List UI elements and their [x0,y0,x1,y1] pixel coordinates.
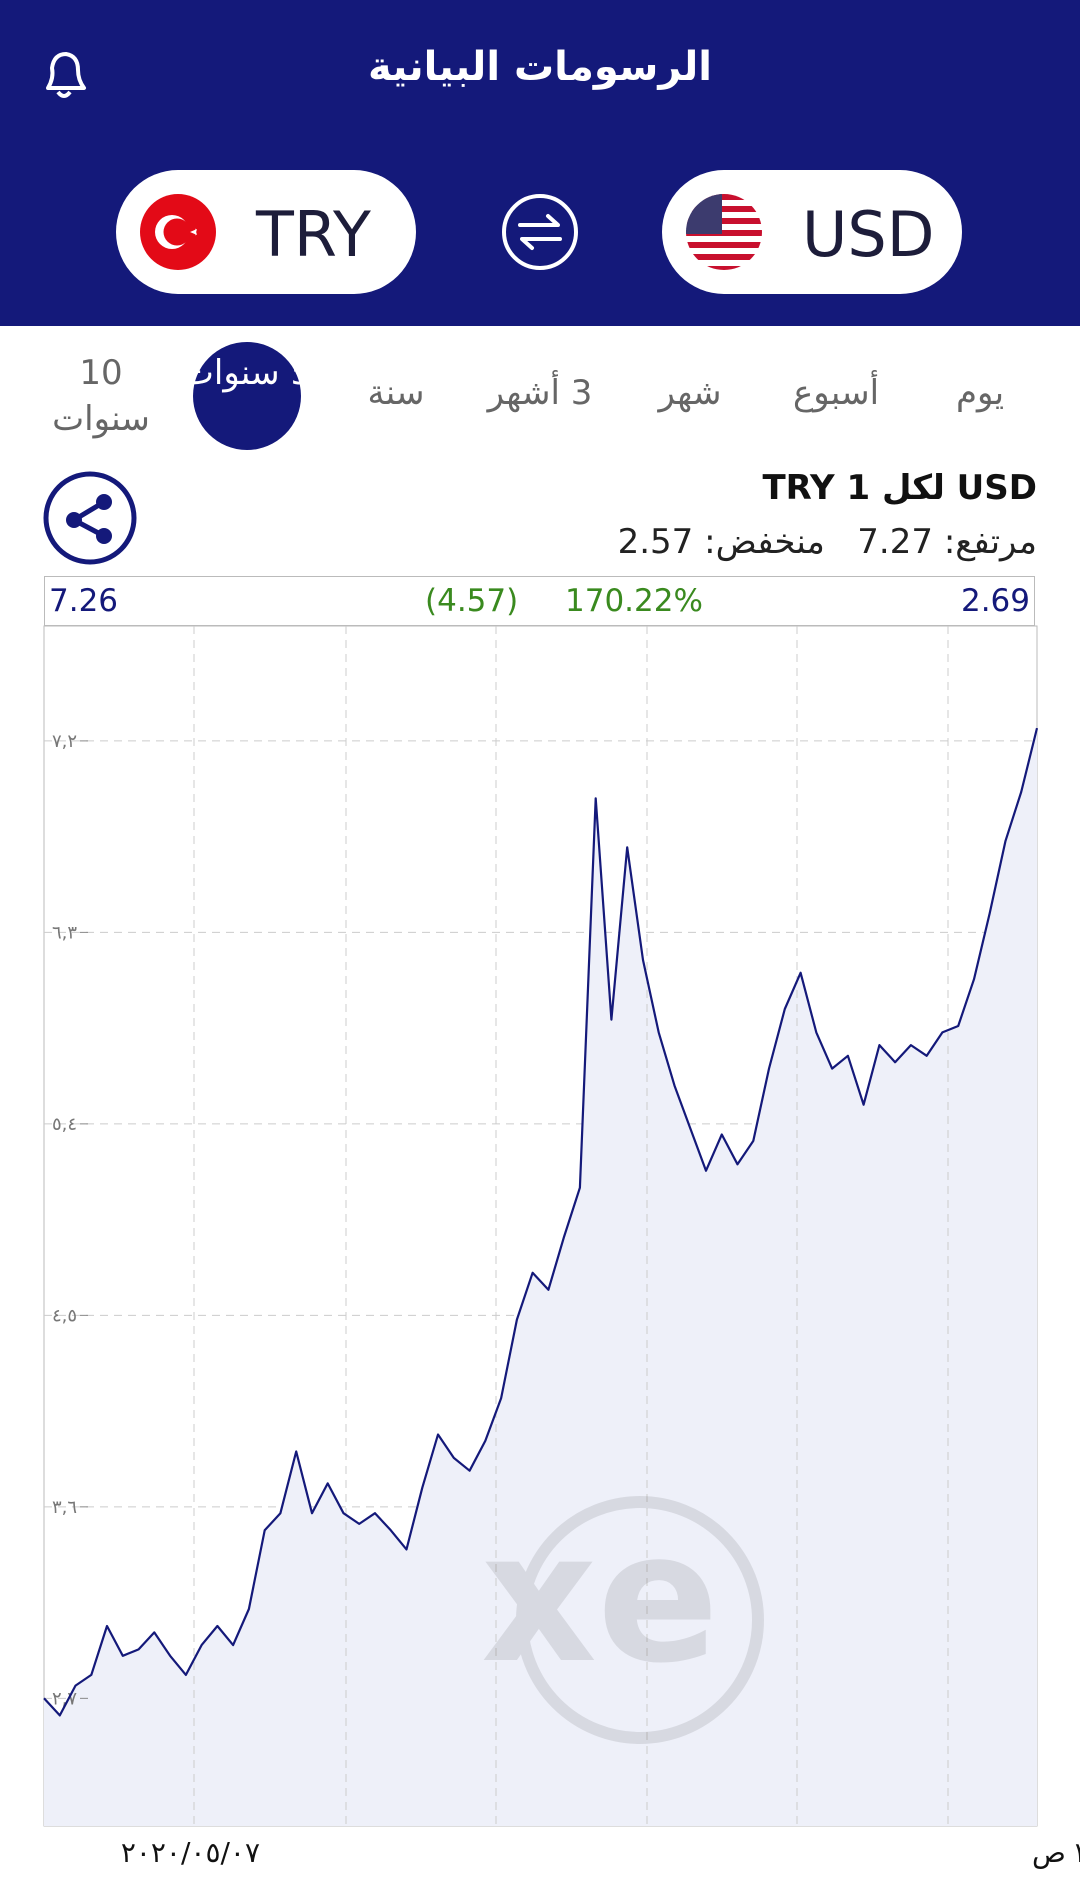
swap-icon[interactable] [500,192,580,272]
flag-tr [140,194,216,270]
change-pct: 170.22% [565,583,703,619]
change: (4.57) [425,583,519,619]
y-tick-label: ٥,٤ [52,1114,77,1135]
tab-selected[interactable]: 5 سنوات [181,353,313,393]
y-tick-label: ٦,٣ [52,922,77,943]
to-currency-pill[interactable]: USD [662,170,962,294]
high-value: 7.27 [857,522,933,562]
tab[interactable]: أسبوع [792,373,880,413]
header: الرسومات البيانية TRY USD [0,0,1080,326]
header-title: الرسومات البيانية [368,44,712,90]
svg-text:xe: xe [481,1494,719,1703]
tab[interactable]: شهر [658,373,722,413]
x-start-label: ٢٠١٥/٠٥/٠٨ ٣:٠٠ ص [1032,1836,1080,1869]
line [43,727,1039,1717]
y-tick-label: ٤,٥ [52,1305,77,1326]
high-low: مرتفع: 7.27 منخفض: 2.57 [618,522,1037,562]
tab[interactable]: 3 أشهر [487,373,593,413]
high-label: مرتفع: [943,522,1037,562]
tab-selected-bg [193,342,301,450]
share-icon[interactable] [42,470,138,566]
x-end-label: ٢٠٢٠/٠٥/٠٧ [121,1836,260,1869]
v-grid [193,626,949,1826]
low-label: منخفض: [704,522,825,562]
bell-icon[interactable] [38,48,90,104]
first-value: 2.69 [960,583,1030,619]
low-value: 2.57 [617,522,694,562]
pair-title: USD لكل 1 TRY [762,468,1037,508]
from-currency-pill[interactable]: TRY [116,170,416,294]
tab[interactable]: يوم [955,373,1005,413]
tab[interactable]: سنة [367,373,425,413]
last-value: 7.26 [49,583,119,619]
flag-us [686,194,762,270]
currency-code: USD [802,198,935,271]
y-tick-label: ٧,٢ [52,731,77,752]
currency-code: TRY [256,198,371,271]
y-tick-label: ٣,٦ [52,1497,77,1518]
watermark: xe [481,1494,764,1744]
tab[interactable]: 10 سنوات [52,353,150,439]
